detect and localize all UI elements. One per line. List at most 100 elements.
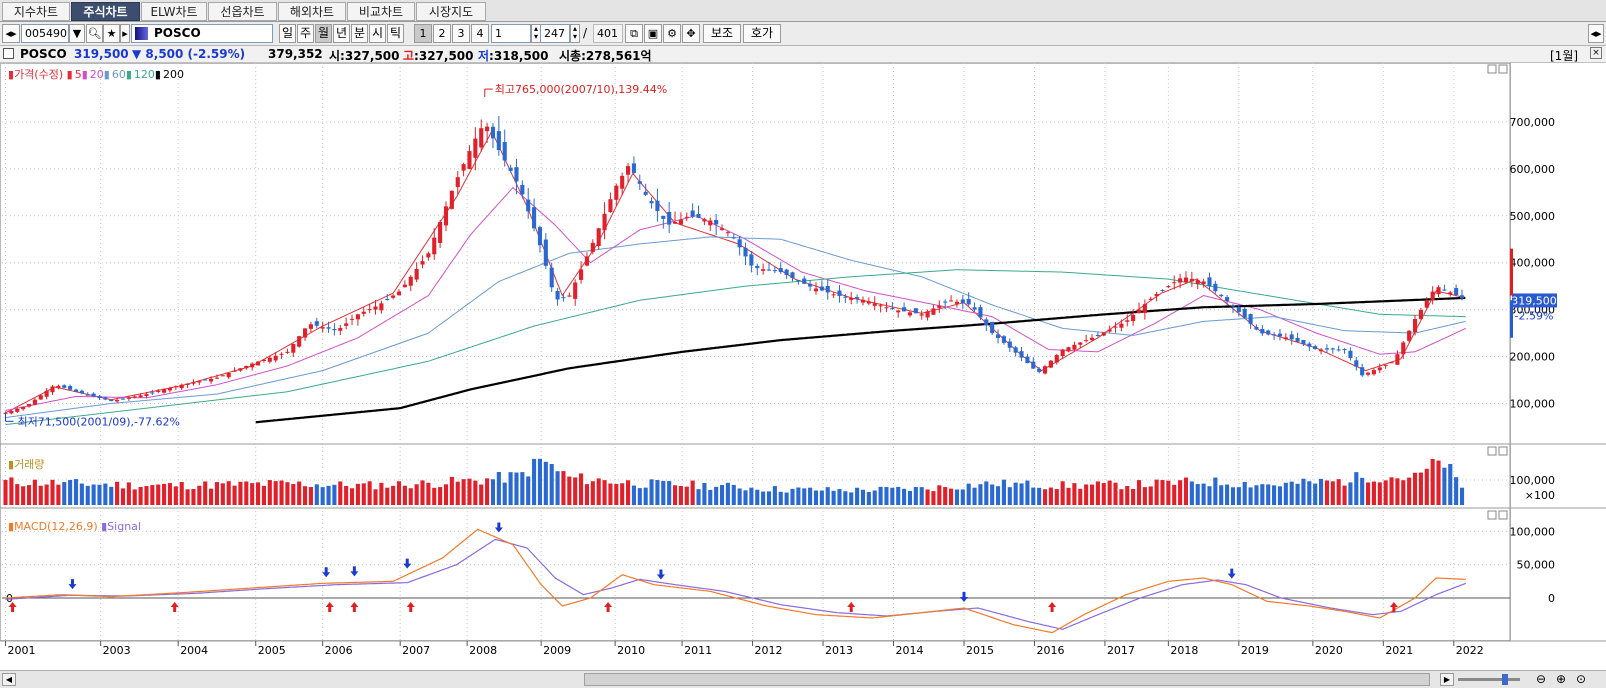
price-tick-label: 600,000 — [1510, 163, 1556, 176]
volume-bar — [344, 485, 349, 505]
scroll-right-icon[interactable]: ▶ — [1440, 673, 1454, 686]
count-button-2[interactable]: 3 — [452, 24, 470, 43]
volume-bar — [614, 483, 619, 505]
period-button-6[interactable]: 틱 — [387, 24, 404, 43]
zoom-out-icon[interactable]: ⊖ — [1536, 672, 1547, 686]
count-button-1[interactable]: 2 — [433, 24, 451, 43]
tab-3[interactable]: 선옵차트 — [208, 2, 277, 21]
view-spinner-icon[interactable]: ▴ ▾ — [570, 24, 580, 43]
zoom-in-icon[interactable]: ⊕ — [1556, 672, 1567, 686]
candle-body — [479, 128, 484, 148]
volume-bar — [1301, 478, 1306, 505]
volume-bar — [373, 489, 378, 505]
view-count-input[interactable]: 247 — [540, 24, 570, 43]
volume-bar — [919, 487, 924, 505]
save-icon[interactable]: ▣ — [644, 24, 662, 43]
volume-bar — [808, 487, 813, 505]
settings-gear-icon[interactable]: ⚙ — [663, 24, 681, 43]
panel-toggle-icon[interactable]: ◂▸ — [1588, 24, 1604, 43]
candle-body — [890, 308, 895, 310]
code-dropdown-icon[interactable]: ▼ — [69, 24, 85, 43]
volume-bar — [584, 484, 590, 505]
candle-body — [1283, 337, 1288, 340]
candle-body — [502, 142, 507, 161]
volume-bar — [1078, 488, 1083, 505]
candle-body — [1365, 372, 1371, 375]
zoom-reset-icon[interactable]: ⊙ — [1576, 672, 1587, 686]
tab-2[interactable]: ELW차트 — [141, 2, 207, 21]
volume-bar — [561, 471, 566, 505]
volume-bar — [1119, 489, 1124, 505]
period-button-4[interactable]: 분 — [351, 24, 368, 43]
pane-minimize-icon — [1487, 510, 1497, 520]
sell-signal-arrow — [656, 569, 665, 580]
period-button-0[interactable]: 일 — [279, 24, 296, 43]
select-checkbox[interactable] — [3, 48, 14, 59]
next-arrow-icon[interactable]: ▸ — [120, 24, 130, 43]
move-cross-icon[interactable]: ✥ — [682, 24, 700, 43]
candle-body — [737, 239, 742, 248]
volume-bar — [1195, 484, 1200, 505]
volume-bar — [725, 482, 730, 505]
horizontal-scrollbar[interactable]: ◀ ▶ ⊖ ⊕ ⊙ — [0, 670, 1606, 688]
tab-1[interactable]: 주식차트 — [71, 2, 140, 21]
candle-body — [138, 395, 143, 398]
close-icon[interactable]: × — [1590, 47, 1602, 59]
candle-body — [1084, 340, 1089, 342]
candle-body — [1195, 280, 1200, 284]
pane-close-icon — [1498, 446, 1508, 456]
quote-button[interactable]: 호가 — [743, 24, 781, 43]
candle-body — [1072, 344, 1077, 350]
aux-button[interactable]: 보조 — [703, 24, 741, 43]
stock-name-field[interactable]: POSCO — [131, 24, 273, 43]
tab-4[interactable]: 해외차트 — [278, 2, 346, 21]
candle-body — [831, 294, 836, 296]
candle-body — [684, 216, 689, 218]
scroll-left-icon[interactable]: ◀ — [2, 673, 16, 686]
stock-code-input[interactable]: 005490 — [21, 24, 69, 43]
volume-bar — [150, 485, 155, 505]
volume-bar — [1189, 481, 1194, 505]
volume-bar — [103, 483, 108, 505]
stock-chart[interactable]: 2001 2003 2004 2005 2006 2007 2008 2009 2010 2011… — [0, 63, 1606, 673]
candle-body — [1336, 349, 1341, 351]
volume-bar — [443, 484, 449, 505]
candle-body — [203, 379, 208, 381]
search-icon[interactable]: 🔍︎ — [86, 24, 103, 43]
period-button-2[interactable]: 월 — [315, 24, 332, 43]
zoom-slider[interactable] — [1458, 678, 1520, 681]
tab-5[interactable]: 비교차트 — [347, 2, 415, 21]
candle-body — [1230, 305, 1236, 307]
unit-input[interactable]: 1 — [491, 24, 531, 43]
volume-bar — [1424, 468, 1429, 505]
volume-bar — [966, 483, 971, 505]
candle-body — [26, 404, 32, 407]
zoom-slider-handle[interactable] — [1502, 674, 1508, 685]
x-tick-label: 2020 — [1315, 644, 1343, 657]
volume-bar — [655, 480, 660, 505]
period-button-3[interactable]: 년 — [333, 24, 350, 43]
scroll-thumb[interactable] — [584, 673, 1430, 686]
tab-0[interactable]: 지수차트 — [2, 2, 70, 21]
favorite-star-icon[interactable]: ★ — [103, 24, 120, 43]
period-button-5[interactable]: 시 — [369, 24, 386, 43]
sell-signal-arrow — [1227, 568, 1236, 579]
collapse-icon[interactable]: ◂▸ — [2, 24, 20, 43]
volume-bar — [549, 464, 554, 505]
volume-bar — [855, 487, 860, 505]
volume-bar — [1213, 477, 1218, 505]
candle-body — [244, 365, 249, 369]
ma-line-200 — [255, 296, 1466, 424]
add-window-icon[interactable]: ⧉ — [625, 24, 643, 43]
count-button-3[interactable]: 4 — [471, 24, 489, 43]
volume-bar — [15, 484, 20, 505]
tab-6[interactable]: 시장지도 — [416, 2, 486, 21]
candle-body — [120, 398, 126, 400]
candle-body — [520, 184, 525, 195]
candle-body — [355, 314, 360, 320]
period-button-1[interactable]: 주 — [297, 24, 314, 43]
count-button-0[interactable]: 1 — [414, 24, 432, 43]
candle-body — [596, 228, 601, 246]
volume-bar — [1113, 482, 1118, 505]
candle-body — [1213, 283, 1218, 292]
